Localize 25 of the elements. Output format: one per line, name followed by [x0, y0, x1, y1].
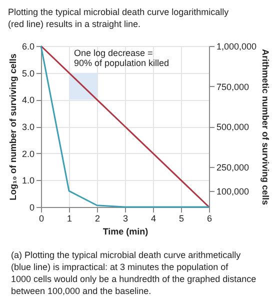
y2-tick-label: 100,000 — [216, 186, 250, 196]
y-tick-label: 6.0 — [22, 42, 34, 52]
x-tick-label: 4 — [150, 214, 156, 224]
x-axis-title: Time (min) — [102, 226, 148, 236]
x-tick-label: 5 — [178, 214, 184, 224]
band-label: One log decrease = 90% of population killed — [74, 48, 170, 68]
y2-tick-label: 500,000 — [216, 122, 250, 132]
y2-tick-label: 1,000,000 — [216, 42, 257, 52]
x-tick-label: 2 — [94, 214, 100, 224]
y2-tick-label: 750,000 — [216, 82, 250, 92]
x-tick-label: 3 — [122, 214, 128, 224]
y-tick-label: 3.0 — [22, 122, 34, 132]
x-tick-label: 6 — [206, 214, 212, 224]
x-tick-label: 0 — [38, 214, 44, 224]
chart-title: Plotting the typical microbial death curve logarithmically (red line) results in a straight line. — [8, 7, 230, 29]
y-tick-label: 2.0 — [22, 148, 34, 159]
y2-tick-label: 250,000 — [216, 162, 250, 172]
text: (a) Plotting the typical microbial death curve arithmetically (blue line) is impractical: at 3 minutes the population of 1000 cells would only be a hundredth of the graphed distance between 100,000 and the baseline. — [11, 250, 256, 296]
y-tick-label: 5.0 — [22, 68, 34, 78]
y-tick-label: 0 — [29, 202, 34, 212]
y-tick-label: 4.0 — [22, 95, 34, 106]
x-tick-label: 1 — [66, 214, 72, 224]
y2-axis-title: Arithmetic number of surviving cells — [260, 48, 271, 206]
y-axis-title: Log₁₀ of number of surviving cells — [8, 54, 18, 200]
y-tick-label: 1.0 — [22, 176, 34, 186]
